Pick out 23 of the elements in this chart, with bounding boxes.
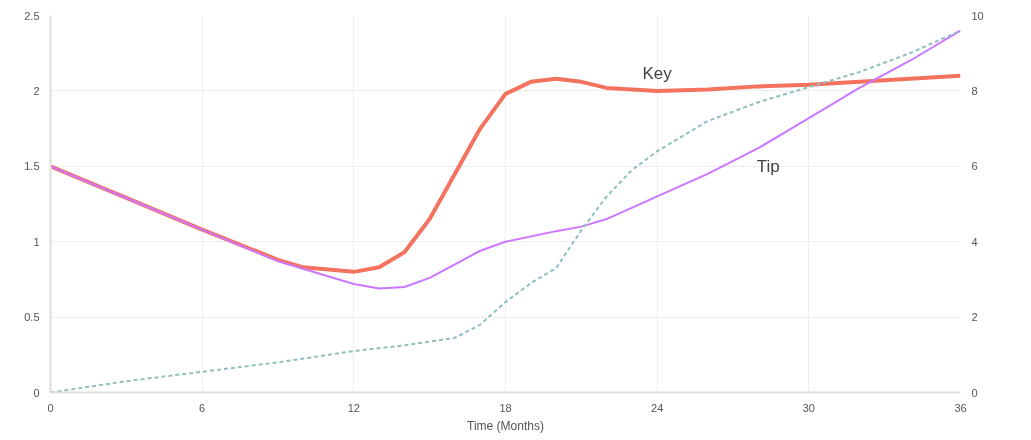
line-series	[50, 29, 961, 290]
x-tick-label: 0	[47, 401, 54, 414]
series-label: Tip	[756, 157, 780, 177]
x-tick-label: 36	[954, 401, 967, 414]
x-tick-label: 6	[199, 401, 206, 414]
y-tick-label: 1.5	[24, 160, 40, 173]
y-tick-label: 0	[33, 386, 40, 399]
x-tick-label: 30	[802, 401, 815, 414]
y-tick-label: 2.5	[24, 9, 40, 22]
y2-tick-label: 6	[971, 160, 978, 173]
y-tick-label: 0.5	[24, 311, 40, 324]
y2-tick-label: 10	[971, 9, 984, 22]
x-tick-label: 12	[347, 401, 360, 414]
x-tick-label: 24	[651, 401, 664, 414]
y2-tick-label: 2	[971, 311, 978, 324]
y-tick-label: 1	[33, 235, 40, 248]
y2-tick-label: 8	[971, 84, 978, 97]
series-label: Key	[642, 63, 673, 83]
x-axis-title: Time (Months)	[467, 418, 544, 433]
y-tick-label: 2	[33, 84, 40, 97]
y2-tick-label: 4	[971, 235, 978, 248]
x-tick-label: 18	[499, 401, 512, 414]
y2-tick-label: 0	[971, 386, 978, 399]
